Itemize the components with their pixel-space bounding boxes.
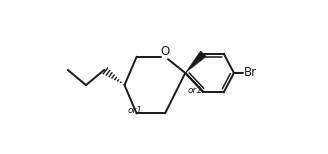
Text: or1: or1 (188, 86, 203, 95)
Text: Br: Br (243, 66, 256, 79)
Text: or1: or1 (127, 106, 142, 115)
Polygon shape (185, 51, 206, 73)
Text: O: O (160, 45, 169, 58)
